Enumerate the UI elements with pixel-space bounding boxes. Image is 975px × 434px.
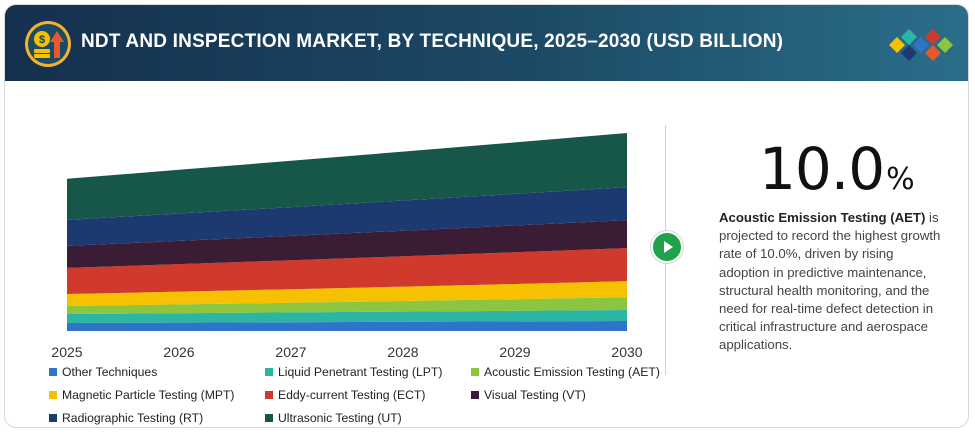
legend-label: Other Techniques — [62, 365, 158, 379]
legend-item: Magnetic Particle Testing (MPT) — [49, 388, 235, 402]
area-radiographic-testing-rt — [67, 187, 627, 246]
area-acoustic-emission-testing-aet — [67, 297, 627, 314]
x-tick-label: 2025 — [51, 344, 82, 360]
area-other-techniques — [67, 321, 627, 331]
legend-label: Ultrasonic Testing (UT) — [278, 411, 402, 425]
legend-swatch — [265, 414, 273, 422]
area-series-group — [67, 133, 627, 331]
legend-swatch — [49, 414, 57, 422]
area-visual-testing-vt — [67, 220, 627, 268]
x-tick-label: 2029 — [499, 344, 530, 360]
legend-item: Visual Testing (VT) — [471, 388, 586, 402]
legend-label: Radiographic Testing (RT) — [62, 411, 204, 425]
legend-item: Eddy-current Testing (ECT) — [265, 388, 425, 402]
highlight-description-text: is projected to record the highest growt… — [719, 210, 941, 353]
legend-label: Eddy-current Testing (ECT) — [278, 388, 426, 402]
x-tick-label: 2028 — [387, 344, 418, 360]
legend-item: Ultrasonic Testing (UT) — [265, 411, 402, 425]
chart-title: NDT AND INSPECTION MARKET, BY TECHNIQUE,… — [81, 31, 784, 52]
legend-item: Acoustic Emission Testing (AET) — [471, 365, 660, 379]
legend-label: Liquid Penetrant Testing (LPT) — [278, 365, 443, 379]
growth-rate-unit: % — [886, 162, 915, 197]
legend-swatch — [49, 391, 57, 399]
legend-swatch — [265, 368, 273, 376]
legend-item: Radiographic Testing (RT) — [49, 411, 203, 425]
growth-rate: 10.0% — [759, 135, 915, 203]
legend-label: Magnetic Particle Testing (MPT) — [62, 388, 235, 402]
legend-swatch — [471, 368, 479, 376]
svg-text:$: $ — [39, 34, 45, 46]
area-liquid-penetrant-testing-lpt — [67, 310, 627, 323]
legend-item: Liquid Penetrant Testing (LPT) — [265, 365, 442, 379]
legend-label: Visual Testing (VT) — [484, 388, 586, 402]
legend-swatch — [49, 368, 57, 376]
money-growth-icon: $ — [25, 21, 71, 67]
infographic-card: $ NDT AND INSPECTION MARKET, BY TECHNIQU… — [4, 4, 969, 428]
legend-swatch — [265, 391, 273, 399]
header-banner: $ NDT AND INSPECTION MARKET, BY TECHNIQU… — [5, 5, 968, 81]
diamond-cluster-logo — [889, 29, 953, 61]
highlight-description: Acoustic Emission Testing (AET) is proje… — [719, 209, 941, 355]
legend-swatch — [471, 391, 479, 399]
highlight-segment-name: Acoustic Emission Testing (AET) — [719, 210, 926, 225]
area-magnetic-particle-testing-mpt — [67, 281, 627, 306]
stacked-area-chart: 2025 2026 2027 2028 2029 2030 — [51, 133, 643, 360]
x-tick-label: 2027 — [275, 344, 306, 360]
legend-item: Other Techniques — [49, 365, 157, 379]
x-axis-ticks: 2025 2026 2027 2028 2029 2030 — [51, 344, 642, 360]
growth-rate-value: 10.0 — [759, 135, 885, 203]
x-tick-label: 2030 — [611, 344, 642, 360]
x-tick-label: 2026 — [163, 344, 194, 360]
area-eddy-current-testing-ect — [67, 248, 627, 294]
area-ultrasonic-testing-ut — [67, 133, 627, 220]
play-icon — [664, 241, 673, 253]
play-button[interactable] — [651, 231, 683, 263]
legend-label: Acoustic Emission Testing (AET) — [484, 365, 660, 379]
